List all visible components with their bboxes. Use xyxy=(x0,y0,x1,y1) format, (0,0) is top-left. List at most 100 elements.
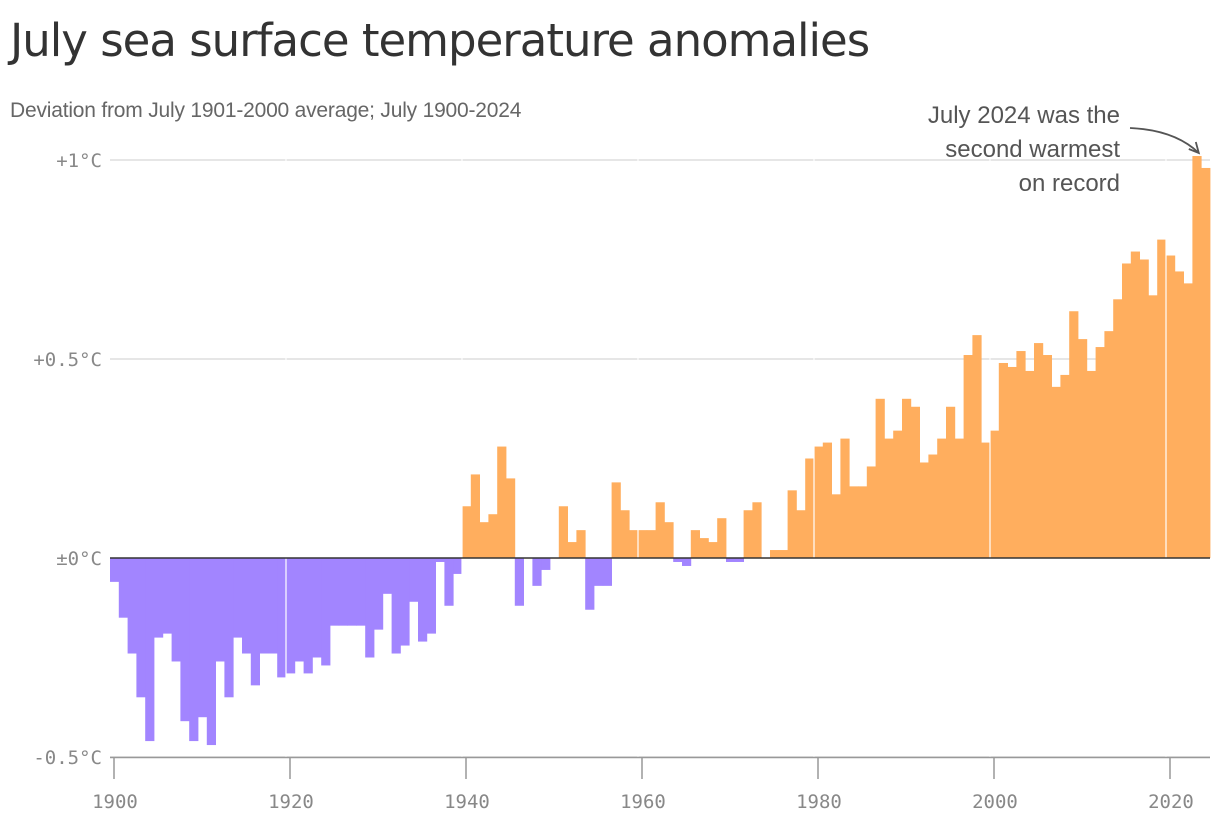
chart-subtitle: Deviation from July 1901-2000 average; J… xyxy=(10,99,522,122)
bar-1993 xyxy=(928,454,938,558)
bar-1976 xyxy=(778,550,788,558)
y-tick-label: ±0°C xyxy=(56,548,102,570)
bar-1979 xyxy=(805,458,815,558)
bar-1989 xyxy=(893,430,903,558)
bar-1944 xyxy=(497,446,507,558)
bars-group xyxy=(110,150,1211,757)
bar-1920 xyxy=(286,558,296,674)
bar-1900 xyxy=(110,558,120,582)
bar-1914 xyxy=(233,558,243,638)
bar-2006 xyxy=(1042,355,1052,558)
bar-1987 xyxy=(875,398,885,558)
bar-1968 xyxy=(708,542,718,558)
bar-1937 xyxy=(435,558,445,562)
x-tick-label: 1960 xyxy=(620,791,666,813)
bar-1962 xyxy=(655,502,665,558)
bar-1917 xyxy=(259,558,269,654)
x-axis: 1900 1920 1940 1960 1980 2000 2020 xyxy=(92,756,1210,813)
bar-1910 xyxy=(198,558,208,718)
annotation: July 2024 was the second warmest on record xyxy=(928,102,1201,197)
bar-1941 xyxy=(470,474,480,558)
bar-1984 xyxy=(849,486,859,558)
x-tick-label: 2020 xyxy=(1148,791,1194,813)
bar-1952 xyxy=(567,542,577,558)
bar-1907 xyxy=(171,558,181,662)
annotation-arrowhead xyxy=(1188,141,1201,155)
bar-2012 xyxy=(1095,347,1105,558)
bar-1958 xyxy=(620,510,630,558)
bar-1945 xyxy=(506,478,516,558)
bar-1994 xyxy=(937,438,947,558)
bar-1925 xyxy=(330,558,340,626)
bar-2023 xyxy=(1192,156,1202,558)
bar-1998 xyxy=(972,335,982,558)
bar-1923 xyxy=(312,558,322,658)
bar-2022 xyxy=(1183,283,1193,558)
bar-2014 xyxy=(1113,299,1123,558)
bar-1906 xyxy=(162,558,172,634)
bar-1918 xyxy=(268,558,278,654)
bar-1936 xyxy=(426,558,436,634)
bar-1939 xyxy=(453,558,463,574)
bar-1942 xyxy=(479,522,489,558)
bar-1926 xyxy=(338,558,348,626)
bar-1908 xyxy=(180,558,190,722)
bar-1903 xyxy=(136,558,146,698)
bar-2017 xyxy=(1139,259,1149,558)
bar-1940 xyxy=(462,506,472,558)
bar-1983 xyxy=(840,438,850,558)
bar-2020 xyxy=(1166,255,1176,558)
y-tick-label: +1°C xyxy=(56,150,102,172)
bar-2011 xyxy=(1086,370,1096,558)
bar-1980 xyxy=(814,446,824,558)
bar-1938 xyxy=(444,558,454,606)
bar-1913 xyxy=(224,558,234,698)
bar-1935 xyxy=(418,558,428,642)
bar-1904 xyxy=(145,558,155,742)
bar-2005 xyxy=(1034,343,1044,558)
bar-1924 xyxy=(321,558,331,666)
bar-2021 xyxy=(1174,271,1184,558)
bar-1943 xyxy=(488,514,498,558)
bar-2008 xyxy=(1060,374,1070,558)
bar-1971 xyxy=(734,558,744,562)
bar-1912 xyxy=(215,558,225,662)
bar-2004 xyxy=(1025,370,1035,558)
bar-1915 xyxy=(242,558,252,654)
bar-1970 xyxy=(726,558,736,562)
bar-1988 xyxy=(884,438,894,558)
bar-1959 xyxy=(629,530,639,558)
bar-1905 xyxy=(154,558,164,638)
bar-1957 xyxy=(611,482,621,558)
bar-1972 xyxy=(743,510,753,558)
bar-2015 xyxy=(1122,263,1132,558)
bar-1930 xyxy=(374,558,384,630)
bar-1932 xyxy=(391,558,401,654)
bar-1929 xyxy=(365,558,375,658)
bar-1981 xyxy=(822,442,832,558)
bar-1960 xyxy=(638,530,648,558)
annotation-line: second warmest xyxy=(945,136,1120,163)
bar-1953 xyxy=(576,530,586,558)
bar-1966 xyxy=(690,530,700,558)
annotation-line: on record xyxy=(1019,170,1120,197)
bar-2013 xyxy=(1104,331,1114,558)
bar-1928 xyxy=(356,558,366,626)
bar-2010 xyxy=(1078,339,1088,558)
bar-1921 xyxy=(294,558,304,662)
bar-1973 xyxy=(752,502,762,558)
bar-1963 xyxy=(664,522,674,558)
bar-1992 xyxy=(919,462,929,558)
bar-1978 xyxy=(796,510,806,558)
bar-2000 xyxy=(990,430,1000,558)
bar-1911 xyxy=(206,558,216,746)
y-tick-label: -0.5°C xyxy=(33,747,102,769)
bar-1956 xyxy=(602,558,612,586)
x-tick-label: 1940 xyxy=(444,791,490,813)
bar-1916 xyxy=(250,558,260,686)
bar-1996 xyxy=(954,438,964,558)
chart-title: July sea surface temperature anomalies xyxy=(10,14,870,67)
bar-1977 xyxy=(787,490,797,558)
bar-1990 xyxy=(902,398,912,558)
